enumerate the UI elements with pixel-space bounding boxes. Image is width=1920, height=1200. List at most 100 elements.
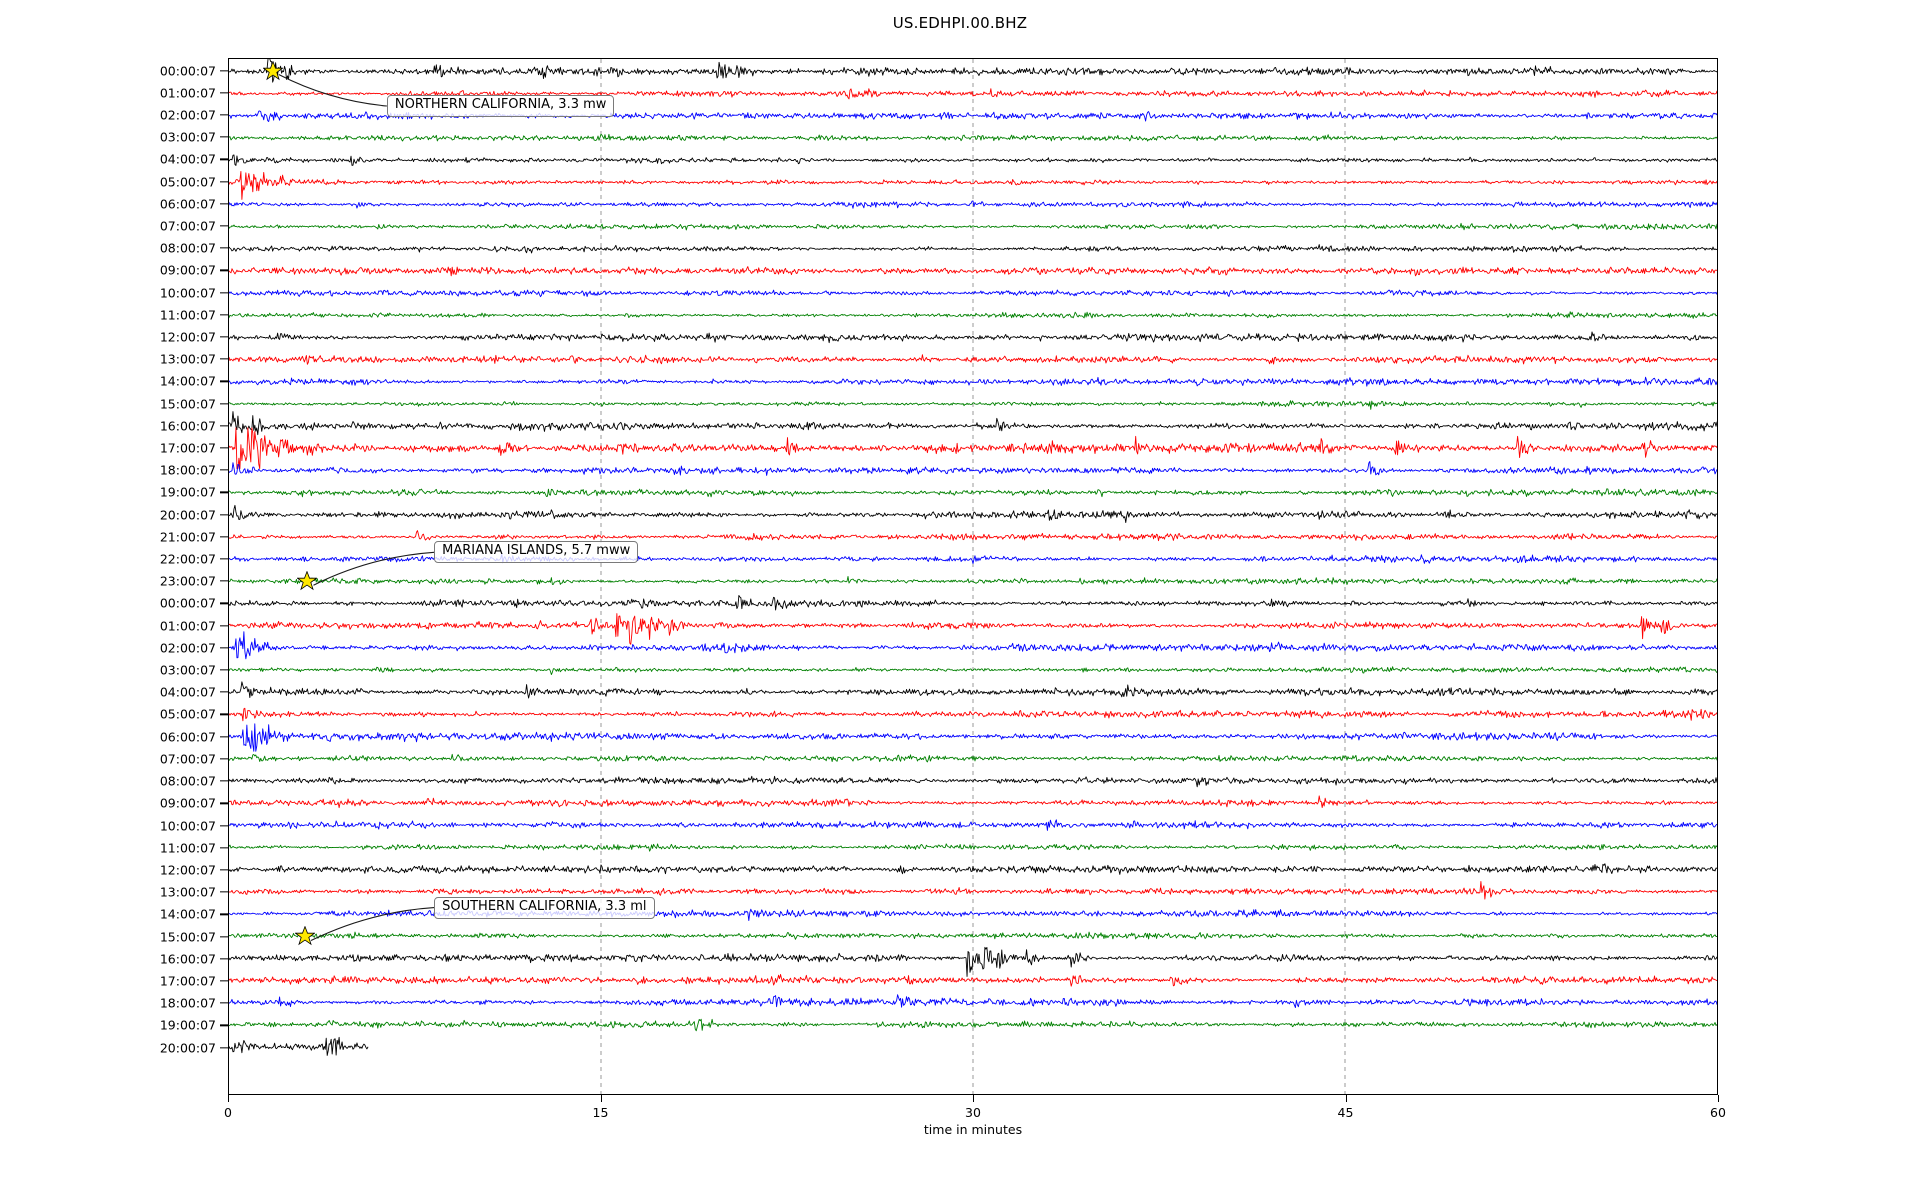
y-tick-mark bbox=[220, 935, 228, 938]
y-tick-label: 10:00:07 bbox=[159, 818, 216, 833]
y-tick-mark bbox=[220, 691, 228, 693]
y-tick-mark bbox=[220, 513, 228, 516]
y-tick-label: 13:00:07 bbox=[159, 351, 216, 367]
y-tick-mark bbox=[220, 402, 228, 405]
y-tick-mark bbox=[220, 247, 228, 249]
y-tick-label: 01:00:07 bbox=[159, 618, 216, 634]
y-tick-label: 06:00:07 bbox=[159, 729, 216, 745]
y-tick-label: 23:00:07 bbox=[159, 573, 216, 589]
x-tick-mark bbox=[973, 1095, 975, 1102]
y-tick-label: 21:00:07 bbox=[159, 529, 216, 545]
y-tick-label: 03:00:07 bbox=[159, 129, 216, 145]
y-tick-label: 14:00:07 bbox=[159, 906, 216, 922]
y-tick-label: 08:00:07 bbox=[159, 240, 216, 256]
y-tick-label: 20:00:07 bbox=[159, 1040, 216, 1055]
x-tick-label: 30 bbox=[965, 1105, 981, 1120]
y-tick-mark bbox=[220, 1024, 228, 1026]
earthquake-star-icon bbox=[294, 926, 315, 946]
y-tick-mark bbox=[220, 580, 228, 582]
event-annotation-label[interactable]: SOUTHERN CALIFORNIA, 3.3 ml bbox=[434, 896, 655, 919]
x-tick-label: 45 bbox=[1337, 1105, 1354, 1120]
y-tick-mark bbox=[220, 1046, 228, 1049]
plot-area bbox=[228, 58, 1718, 1095]
y-tick-label: 16:00:07 bbox=[159, 418, 216, 434]
y-tick-label: 07:00:07 bbox=[159, 751, 216, 767]
y-tick-label: 17:00:07 bbox=[159, 973, 216, 989]
y-tick-label: 03:00:07 bbox=[159, 662, 216, 678]
y-tick-mark bbox=[220, 558, 228, 560]
event-annotation-label[interactable]: NORTHERN CALIFORNIA, 3.3 mw bbox=[386, 95, 615, 117]
y-tick-mark bbox=[220, 491, 228, 494]
y-tick-label: 09:00:07 bbox=[159, 262, 216, 278]
y-tick-mark bbox=[220, 713, 228, 716]
y-tick-label: 02:00:07 bbox=[159, 107, 216, 123]
y-tick-mark bbox=[220, 869, 228, 871]
y-tick-mark bbox=[220, 624, 228, 627]
x-axis-tick-labels: 0 15 30 45 60 bbox=[224, 1095, 1726, 1135]
y-tick-mark bbox=[220, 203, 228, 205]
x-axis-label: time in minutes bbox=[923, 1122, 1023, 1137]
y-tick-label: 22:00:07 bbox=[159, 551, 216, 567]
y-tick-label: 11:00:07 bbox=[159, 840, 216, 856]
y-tick-label: 15:00:07 bbox=[159, 929, 216, 944]
y-tick-label: 05:00:07 bbox=[159, 174, 216, 189]
y-tick-label: 15:00:07 bbox=[159, 396, 216, 412]
earthquake-star-icon bbox=[297, 571, 318, 591]
y-tick-mark bbox=[220, 780, 228, 782]
y-tick-label: 10:00:07 bbox=[159, 285, 216, 300]
y-tick-mark bbox=[220, 824, 228, 827]
y-tick-mark bbox=[220, 225, 228, 227]
y-tick-label: 12:00:07 bbox=[159, 329, 216, 345]
y-tick-label: 07:00:07 bbox=[159, 218, 216, 234]
y-tick-label: 01:00:07 bbox=[159, 85, 216, 101]
y-tick-mark bbox=[220, 536, 228, 538]
y-tick-label: 13:00:07 bbox=[159, 884, 216, 900]
y-tick-label: 19:00:07 bbox=[159, 1017, 216, 1033]
y-tick-label: 12:00:07 bbox=[159, 862, 216, 878]
y-tick-label: 09:00:07 bbox=[159, 795, 216, 811]
y-tick-mark bbox=[220, 913, 228, 915]
y-tick-label: 18:00:07 bbox=[159, 995, 216, 1011]
y-tick-label: 05:00:07 bbox=[159, 706, 216, 722]
y-tick-label: 19:00:07 bbox=[159, 484, 216, 500]
x-tick-mark bbox=[228, 1095, 230, 1102]
y-tick-mark bbox=[220, 114, 228, 116]
x-tick-mark bbox=[600, 1095, 602, 1102]
x-tick-label: 15 bbox=[592, 1105, 609, 1120]
y-tick-mark bbox=[220, 269, 228, 271]
y-tick-mark bbox=[220, 425, 228, 427]
y-tick-label: 00:00:07 bbox=[159, 595, 216, 611]
y-tick-mark bbox=[220, 92, 228, 94]
y-tick-label: 16:00:07 bbox=[159, 951, 216, 967]
x-tick-label: 0 bbox=[224, 1105, 232, 1120]
y-tick-label: 06:00:07 bbox=[159, 196, 216, 212]
event-annotation-label[interactable]: MARIANA ISLANDS, 5.7 mww bbox=[434, 541, 639, 564]
y-tick-label: 20:00:07 bbox=[159, 507, 216, 523]
y-tick-mark bbox=[220, 291, 228, 294]
y-tick-mark bbox=[220, 447, 228, 449]
y-tick-label: 00:00:07 bbox=[159, 63, 216, 78]
y-tick-mark bbox=[220, 958, 228, 960]
y-tick-mark bbox=[220, 69, 228, 72]
y-tick-label: 14:00:07 bbox=[159, 373, 216, 389]
y-tick-mark bbox=[220, 980, 228, 982]
y-tick-mark bbox=[220, 647, 228, 649]
page-title: US.EDHPI.00.BHZ bbox=[892, 14, 1028, 32]
y-tick-label: 04:00:07 bbox=[159, 151, 216, 167]
x-tick-mark bbox=[1345, 1095, 1347, 1102]
y-axis-tick-labels: 00:00:07 01:00:07 02:00:07 03:00:07 04:00:07… bbox=[0, 58, 228, 1095]
y-tick-mark bbox=[220, 180, 228, 183]
y-tick-mark bbox=[220, 802, 228, 804]
y-tick-mark bbox=[220, 847, 228, 849]
y-tick-mark bbox=[220, 735, 228, 738]
y-tick-label: 18:00:07 bbox=[159, 462, 216, 478]
y-tick-mark bbox=[220, 469, 228, 471]
y-tick-mark bbox=[220, 314, 228, 316]
y-tick-mark bbox=[220, 891, 228, 893]
y-tick-label: 02:00:07 bbox=[159, 640, 216, 656]
x-tick-label: 60 bbox=[1710, 1105, 1726, 1120]
seismic-traces bbox=[229, 59, 1717, 1094]
y-tick-mark bbox=[220, 158, 228, 160]
y-tick-mark bbox=[220, 1002, 228, 1004]
